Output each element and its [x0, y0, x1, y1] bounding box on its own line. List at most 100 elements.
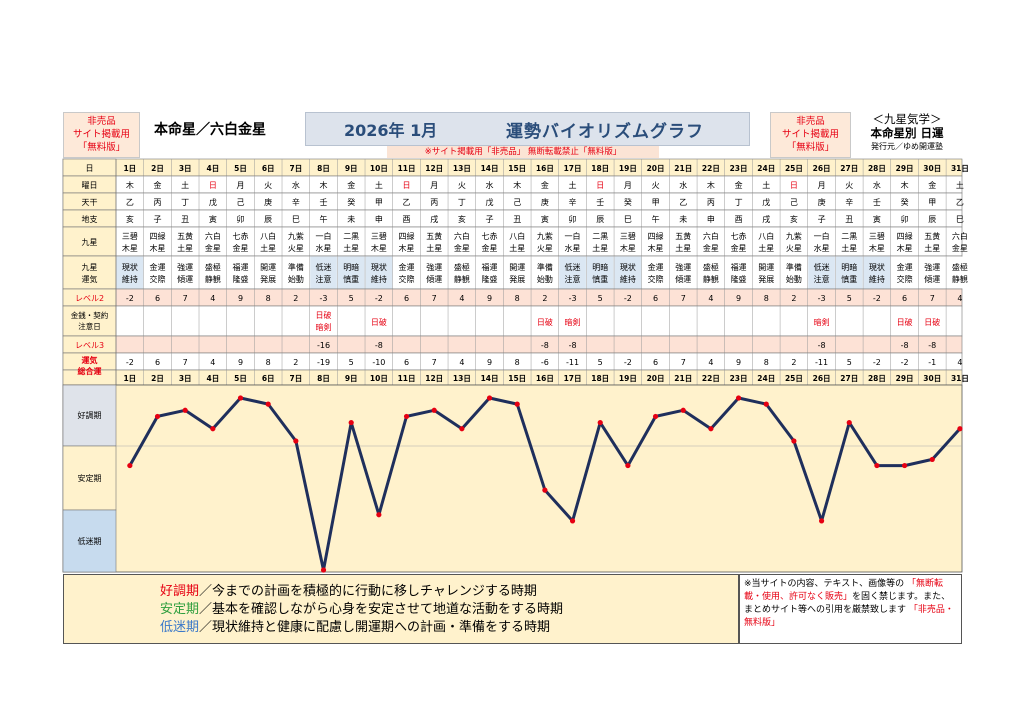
level2-value: 7 — [183, 294, 188, 303]
unki-cell — [614, 256, 642, 289]
day-label: 10日 — [370, 164, 388, 173]
data-point — [182, 407, 188, 413]
chishi-label: 寅 — [541, 214, 549, 224]
level3-value: -8 — [569, 341, 577, 350]
left-notice-line2: サイト掲載用 — [72, 129, 130, 140]
chishi-label: 寅 — [209, 214, 217, 224]
day-label: 8日 — [317, 164, 330, 173]
row-label-cell-money — [62, 305, 117, 337]
day-label-bottom: 17日 — [564, 374, 582, 383]
unki-label-2: 傾運 — [426, 275, 442, 284]
left-notice-line3: 「無料版」 — [77, 142, 126, 153]
day-label: 16日 — [536, 164, 554, 173]
kyusei-label-2: 金星 — [703, 243, 719, 253]
kyusei-label-2: 木星 — [869, 243, 885, 253]
unki-label-1: 盛極 — [205, 262, 221, 272]
data-point — [154, 413, 161, 420]
data-point — [127, 462, 133, 469]
chishi-label: 辰 — [264, 215, 272, 224]
honmeisei-label: 本命星／六白金星 — [154, 122, 266, 138]
row-label-cell-unki — [62, 255, 117, 290]
total-value: -1 — [928, 358, 936, 367]
kyusei-label-1: 七赤 — [233, 232, 249, 241]
kyusei-label-2: 土星 — [343, 243, 359, 253]
unki-label-2: 注意 — [316, 274, 332, 284]
total-value: 4 — [210, 358, 215, 367]
day-label: 18日 — [591, 164, 609, 173]
tenkan-label: 癸 — [901, 197, 909, 207]
day-label: 4日 — [206, 164, 219, 173]
kyusei-label-1: 八白 — [758, 231, 774, 241]
unki-label-2: 発展 — [509, 275, 525, 284]
unki-label-1: 福運 — [233, 263, 249, 272]
tenkan-label: 丙 — [154, 198, 162, 207]
data-point — [320, 567, 327, 573]
level2-value: -3 — [569, 294, 577, 303]
chishi-label: 卯 — [237, 215, 245, 224]
unki-label-1: 低迷 — [814, 262, 830, 272]
kyusei-label-2: 土星 — [758, 243, 774, 253]
money-note: 日破 — [371, 317, 387, 327]
chishi-label: 卯 — [901, 215, 909, 224]
zone-stable — [62, 445, 117, 511]
chishi-label: 申 — [375, 214, 383, 224]
chishi-label: 寅 — [873, 214, 881, 224]
day-label-bottom: 26日 — [813, 374, 831, 383]
total-value: 8 — [515, 358, 520, 367]
unki-label-1: 現状 — [869, 262, 885, 272]
data-point — [293, 438, 299, 444]
unki-cell — [144, 256, 171, 289]
total-value: 9 — [487, 358, 492, 367]
unki-cell — [420, 256, 448, 289]
tenkan-label: 癸 — [624, 197, 632, 207]
day-label: 15日 — [508, 164, 526, 173]
weekday-label: 金 — [928, 180, 936, 190]
chishi-label: 巳 — [292, 215, 300, 224]
unki-cell — [531, 256, 559, 289]
unki-label-2: 注意 — [565, 274, 581, 284]
chishi-label: 未 — [347, 214, 355, 224]
kyusei-label-1: 六白 — [703, 231, 719, 241]
kyusei-label-2: 金星 — [482, 243, 498, 253]
day-label-bottom: 13日 — [453, 374, 471, 383]
total-value: 5 — [598, 358, 603, 367]
day-label-bottom: 3日 — [179, 374, 192, 383]
level2-value: 4 — [210, 294, 215, 303]
data-point — [348, 419, 354, 426]
total-value: 8 — [764, 358, 769, 367]
level2-value: 4 — [708, 294, 713, 303]
legend-low: 低迷期／現状維持と健康に配慮し開運期への計画・準備をする時期 — [160, 619, 550, 636]
total-value: 6 — [155, 358, 160, 367]
zone-label-low: 低迷期 — [78, 536, 102, 546]
kyusei-label-1: 九紫 — [786, 232, 802, 241]
note-text1: ※当サイトの内容、テキスト、画像等の — [744, 579, 905, 589]
data-point — [957, 426, 963, 432]
unki-cell — [863, 256, 891, 289]
kyusei-label-1: 一白 — [565, 231, 581, 241]
kyusei-label-2: 金星 — [731, 243, 747, 253]
day-label: 29日 — [896, 164, 914, 173]
total-value: -2 — [126, 358, 134, 367]
tenkan-label: 己 — [790, 198, 798, 207]
unki-label-1: 福運 — [482, 263, 498, 272]
day-label: 9日 — [345, 164, 358, 173]
total-value: 7 — [432, 358, 437, 367]
level2-value: 8 — [515, 294, 520, 303]
left-notice-line1: 非売品 — [87, 116, 116, 127]
chishi-label: 申 — [707, 214, 715, 224]
kyusei-label-1: 四緑 — [150, 231, 166, 241]
tenkan-label: 辛 — [292, 197, 300, 207]
unki-cell — [116, 256, 144, 289]
day-label-bottom: 11日 — [398, 374, 416, 383]
row-label-money-1: 金銭・契約 — [71, 310, 109, 320]
money-note: 暗剣 — [565, 317, 581, 327]
total-value: 6 — [653, 358, 658, 367]
chishi-label: 酉 — [403, 215, 411, 224]
weekday-label: 土 — [569, 180, 577, 190]
data-point — [818, 518, 825, 524]
unki-label-1: 金運 — [648, 262, 664, 272]
tenkan-label: 丙 — [707, 198, 715, 207]
chishi-label: 丑 — [181, 215, 189, 224]
kyusei-label-2: 木星 — [122, 243, 138, 253]
kyusei-label-2: 木星 — [897, 243, 913, 253]
